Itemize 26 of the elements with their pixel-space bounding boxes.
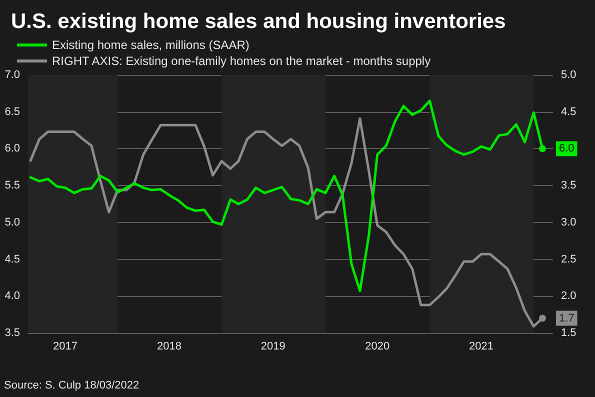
- x-tick-label: 2020: [365, 340, 390, 352]
- y-tick-label: 6.0: [4, 142, 20, 155]
- y2-tick-label: 1.5: [561, 327, 576, 339]
- x-tick-label: 2017: [53, 340, 78, 352]
- y-tick-label: 5.0: [4, 216, 20, 228]
- y2-tick-label: 2.5: [561, 253, 576, 266]
- y2-tick-label: 5.0: [561, 69, 576, 81]
- y-tick-label: 5.5: [4, 180, 20, 192]
- y-tick-label: 7.0: [4, 69, 20, 81]
- x-tick-label: 2019: [260, 340, 286, 352]
- y2-tick-label: 3.0: [561, 216, 576, 228]
- data-label: 1.7: [558, 312, 574, 324]
- legend-label: Existing home sales, millions (SAAR): [52, 38, 250, 52]
- data-label: 6.0: [558, 142, 574, 155]
- y2-tick-label: 2.0: [561, 290, 576, 302]
- x-tick-label: 2021: [469, 340, 494, 352]
- legend-label: RIGHT AXIS: Existing one-family homes on the market - months supply: [52, 54, 431, 68]
- source-note: Source: S. Culp 18/03/2022: [4, 380, 140, 392]
- y-tick-label: 3.5: [4, 327, 20, 339]
- y-tick-label: 4.5: [4, 253, 20, 266]
- chart-title: U.S. existing home sales and housing inventories: [11, 10, 506, 33]
- y-tick-label: 4.0: [4, 290, 20, 302]
- x-tick-label: 2018: [156, 340, 182, 352]
- y-tick-label: 6.5: [4, 106, 20, 118]
- y2-tick-label: 3.5: [561, 180, 576, 192]
- y2-tick-label: 4.5: [561, 106, 576, 118]
